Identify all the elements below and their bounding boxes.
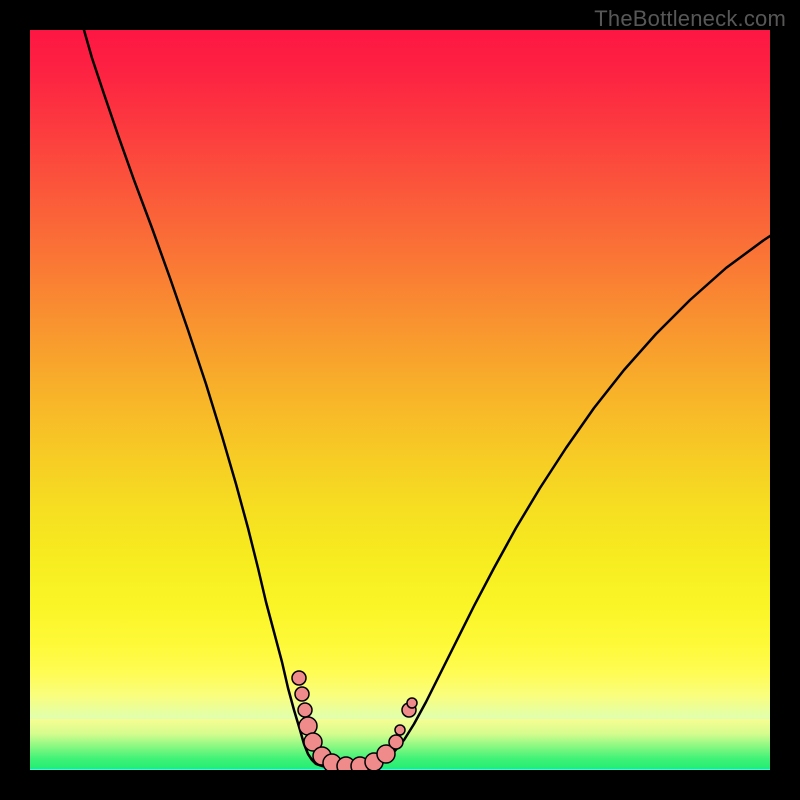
data-marker	[292, 671, 306, 685]
watermark-text: TheBottleneck.com	[594, 6, 786, 32]
data-marker	[407, 698, 417, 708]
chart-svg	[30, 30, 770, 770]
chart-container: TheBottleneck.com	[0, 0, 800, 800]
plot-area	[30, 30, 770, 770]
gradient-background	[30, 30, 770, 770]
data-marker	[298, 703, 312, 717]
data-marker	[299, 717, 317, 735]
data-marker	[389, 735, 403, 749]
data-marker	[295, 687, 309, 701]
data-marker	[395, 725, 405, 735]
